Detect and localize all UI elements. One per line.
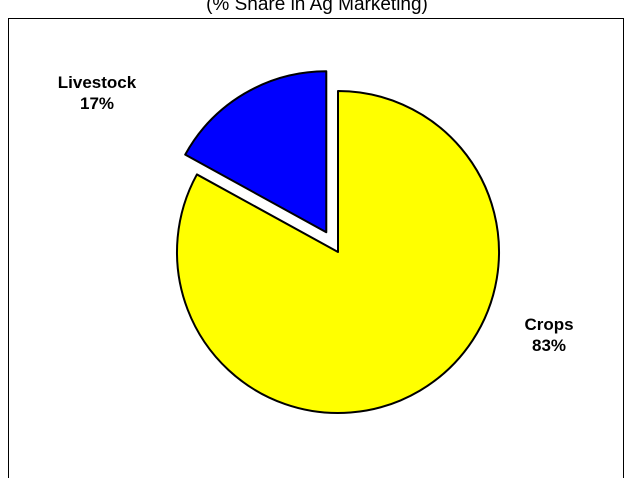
slice-label-livestock: Livestock xyxy=(58,73,137,92)
pie-chart: Crops 83% Livestock 17% xyxy=(58,70,574,414)
chart-title: (% Share in Ag Marketing) xyxy=(206,0,428,15)
chart-frame xyxy=(8,18,624,478)
pie-slice-crops xyxy=(176,90,500,414)
slice-percent-crops: 83% xyxy=(532,336,566,355)
slice-label-crops: Crops xyxy=(524,315,573,334)
pie-slice-livestock xyxy=(184,70,328,234)
slice-percent-livestock: 17% xyxy=(80,94,114,113)
